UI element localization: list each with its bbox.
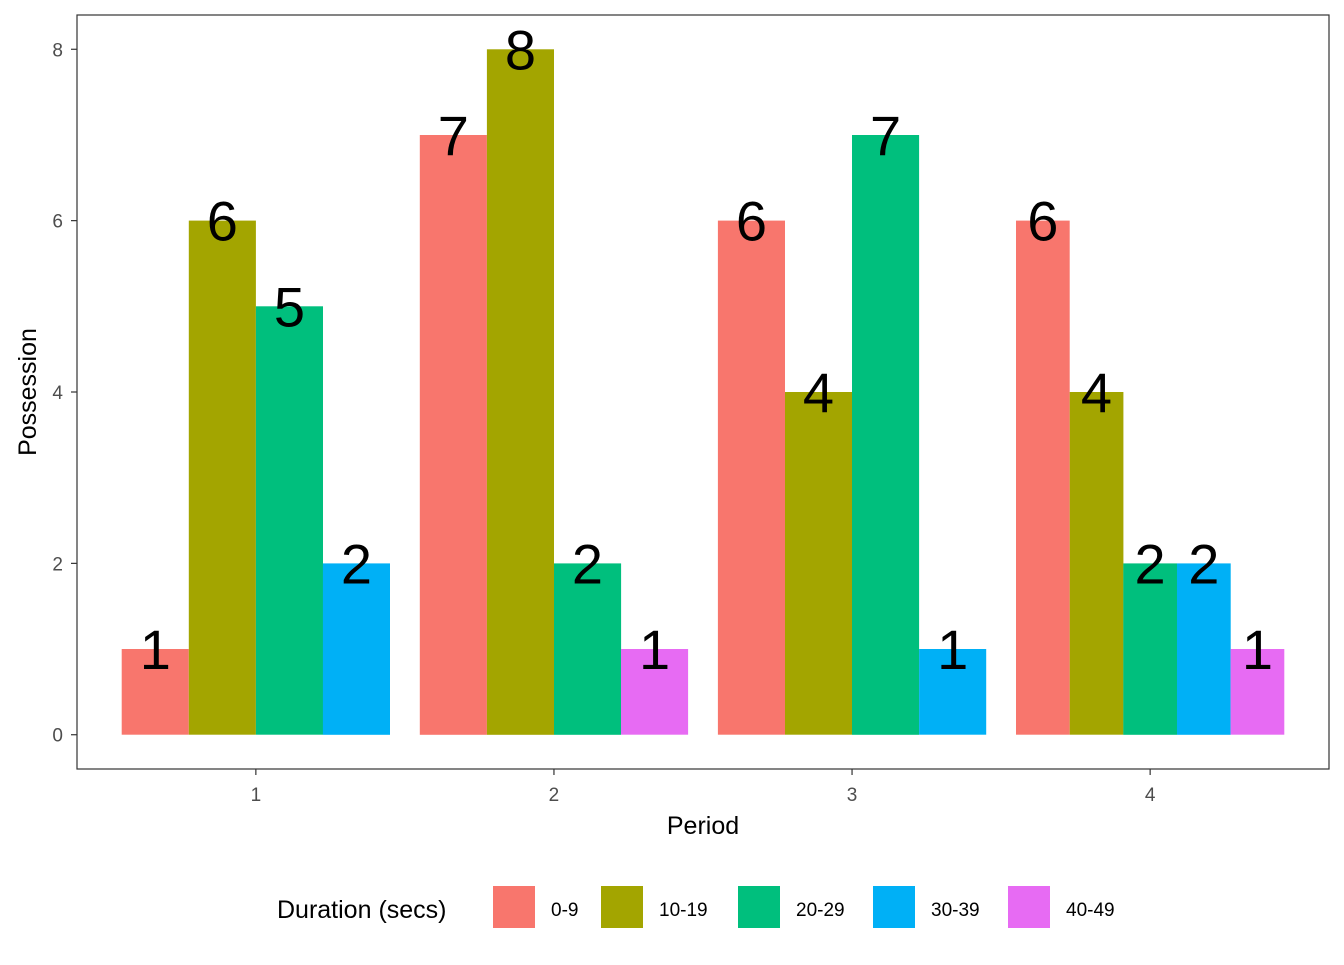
bar-label-period-1-10-19: 6 xyxy=(207,190,238,253)
legend-label-0-9: 0-9 xyxy=(551,900,578,921)
bar-label-period-1-20-29: 5 xyxy=(274,275,305,338)
y-tick-label-2: 2 xyxy=(52,554,63,575)
legend-key-10-19 xyxy=(601,886,643,928)
legend-key-30-39 xyxy=(873,886,915,928)
bar-period-1-30-39 xyxy=(322,563,390,735)
x-tick-label-3: 3 xyxy=(847,785,858,806)
y-tick-label-8: 8 xyxy=(52,40,63,61)
bar-period-1-10-19 xyxy=(188,220,256,735)
bar-label-period-2-10-19: 8 xyxy=(505,18,536,81)
legend-label-20-29: 20-29 xyxy=(796,900,845,921)
bar-period-2-10-19 xyxy=(486,49,554,735)
bar-label-period-3-10-19: 4 xyxy=(803,361,834,424)
legend-key-0-9 xyxy=(493,886,535,928)
y-tick-label-0: 0 xyxy=(52,726,63,747)
legend-title: Duration (secs) xyxy=(277,896,447,924)
legend-key-20-29 xyxy=(738,886,780,928)
x-tick-label-1: 1 xyxy=(251,785,262,806)
legend-label-40-49: 40-49 xyxy=(1066,900,1115,921)
bar-period-1-20-29 xyxy=(255,306,323,735)
bars xyxy=(121,49,1285,735)
bar-period-3-0-9 xyxy=(717,220,785,735)
x-axis: 1 2 3 4 xyxy=(251,769,1156,806)
legend-label-10-19: 10-19 xyxy=(659,900,708,921)
x-tick-label-4: 4 xyxy=(1145,785,1156,806)
bar-label-period-1-0-9: 1 xyxy=(140,618,171,681)
bar-label-period-4-0-9: 6 xyxy=(1027,190,1058,253)
bar-label-period-4-20-29: 2 xyxy=(1135,532,1166,595)
bar-label-period-1-30-39: 2 xyxy=(341,532,372,595)
bar-period-2-40-49 xyxy=(621,649,689,735)
y-axis: 0 2 4 6 8 xyxy=(52,40,77,747)
x-axis-title: Period xyxy=(667,812,739,840)
bar-period-2-0-9 xyxy=(419,135,487,735)
legend-label-30-39: 30-39 xyxy=(931,900,980,921)
x-tick-label-2: 2 xyxy=(549,785,560,806)
bar-label-period-2-20-29: 2 xyxy=(572,532,603,595)
y-axis-title: Possession xyxy=(14,328,42,456)
bar-label-period-3-20-29: 7 xyxy=(870,104,901,167)
bar-label-period-3-0-9: 6 xyxy=(736,190,767,253)
legend: Duration (secs) 0-9 10-19 20-29 30-39 40-49 xyxy=(277,886,1115,928)
bar-period-3-20-29 xyxy=(852,135,920,735)
bar-period-4-0-9 xyxy=(1016,220,1070,735)
bar-label-period-2-0-9: 7 xyxy=(438,104,469,167)
bar-period-3-30-39 xyxy=(919,649,987,735)
y-tick-label-6: 6 xyxy=(52,212,63,233)
legend-key-40-49 xyxy=(1008,886,1050,928)
y-tick-label-4: 4 xyxy=(52,383,63,404)
bar-period-1-0-9 xyxy=(121,649,189,735)
bar-label-period-4-10-19: 4 xyxy=(1081,361,1112,424)
bar-period-2-20-29 xyxy=(554,563,622,735)
bar-label-period-4-40-49: 1 xyxy=(1242,618,1273,681)
bar-period-4-10-19 xyxy=(1069,392,1124,735)
bar-period-4-30-39 xyxy=(1177,563,1231,735)
bar-label-period-2-40-49: 1 xyxy=(639,618,670,681)
bar-period-3-10-19 xyxy=(785,392,853,735)
bar-label-period-3-30-39: 1 xyxy=(937,618,968,681)
bar-label-period-4-30-39: 2 xyxy=(1188,532,1219,595)
bar-period-4-40-49 xyxy=(1230,649,1285,735)
bar-period-4-20-29 xyxy=(1123,563,1177,735)
